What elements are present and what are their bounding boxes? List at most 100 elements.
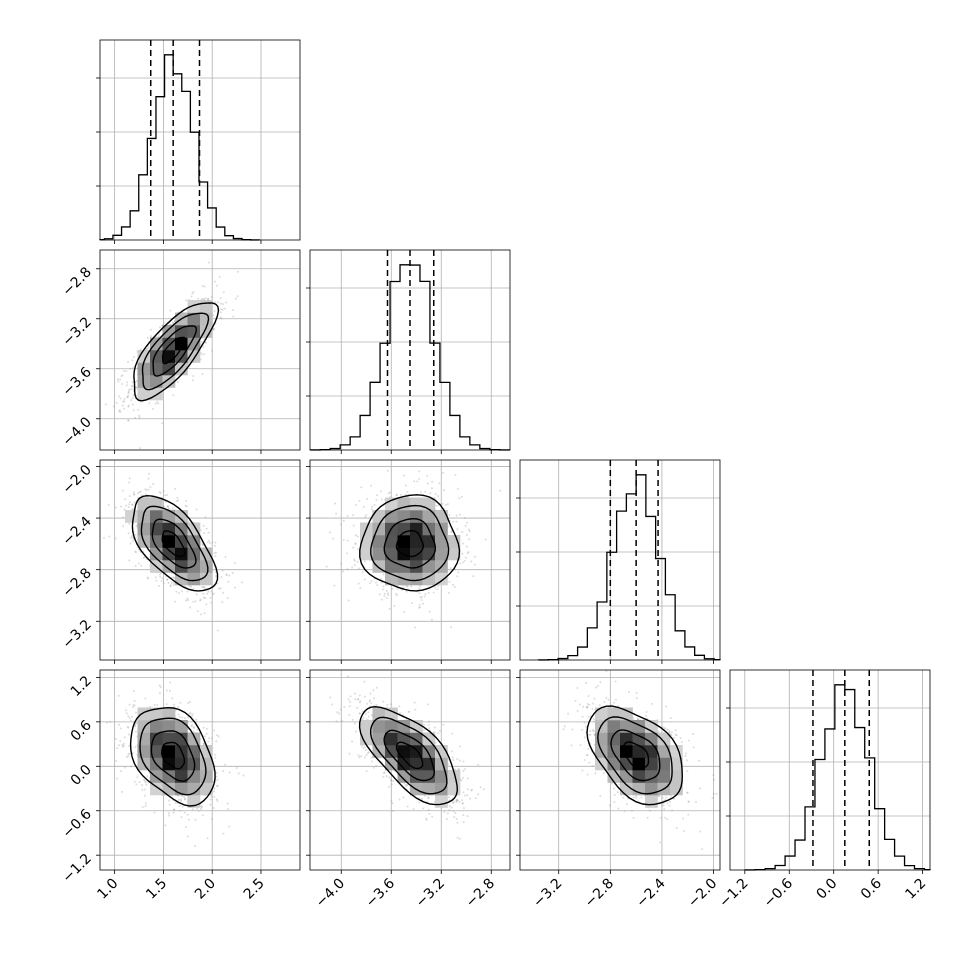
scatter-point	[354, 698, 357, 701]
scatter-point	[436, 588, 439, 591]
scatter-point	[389, 491, 392, 494]
scatter-point	[426, 482, 429, 485]
y-tick-label: −3.2	[59, 617, 94, 652]
scatter-point	[445, 504, 448, 507]
scatter-point	[211, 541, 214, 544]
scatter-point	[334, 502, 337, 505]
scatter-point	[177, 705, 180, 708]
scatter-point	[123, 397, 126, 400]
contour-level-1	[161, 741, 186, 770]
scatter-point	[200, 806, 203, 809]
scatter-point	[131, 403, 134, 406]
contour-level-2	[151, 518, 197, 569]
scatter-point	[352, 546, 355, 549]
marginal-panel-1	[306, 249, 511, 454]
joint-panel-3-0: 1.0 1.5 2.0 2.5−1.2−0.60.00.61.2	[59, 669, 301, 903]
scatter-point	[192, 726, 195, 729]
density-cell	[150, 732, 163, 746]
scatter-point	[217, 735, 220, 738]
scatter-point	[202, 524, 205, 527]
scatter-point	[212, 806, 215, 809]
scatter-point	[127, 715, 130, 718]
scatter-point	[215, 798, 218, 801]
scatter-point	[147, 346, 150, 349]
panel-frame	[729, 669, 931, 871]
scatter-point	[202, 742, 205, 745]
scatter-point	[418, 603, 421, 606]
scatter-point	[420, 491, 423, 494]
scatter-point	[424, 593, 427, 596]
scatter-point	[382, 775, 385, 778]
scatter-point	[188, 712, 191, 715]
scatter-point	[124, 709, 127, 712]
marginal-panel-2	[516, 459, 721, 664]
scatter-point	[127, 419, 130, 422]
scatter-point	[133, 493, 136, 496]
scatter-point	[222, 832, 225, 835]
scatter-point	[209, 798, 212, 801]
scatter-point	[346, 568, 349, 571]
scatter-point	[122, 525, 125, 528]
scatter-point	[414, 626, 417, 629]
scatter-point	[428, 610, 431, 613]
scatter-point	[333, 584, 336, 587]
scatter-point	[363, 560, 366, 563]
scatter-point	[231, 572, 234, 575]
scatter-point	[433, 726, 436, 729]
scatter-point	[419, 585, 422, 588]
scatter-point	[138, 491, 141, 494]
scatter-point	[155, 579, 158, 582]
scatter-point	[447, 525, 450, 528]
scatter-point	[126, 396, 129, 399]
scatter-point	[463, 768, 466, 771]
scatter-point	[118, 395, 121, 398]
scatter-point	[128, 477, 131, 480]
density-cell	[137, 720, 151, 733]
scatter-point	[420, 596, 423, 599]
density-cell	[175, 522, 188, 536]
scatter-point	[422, 729, 425, 732]
scatter-point	[173, 703, 176, 706]
scatter-point	[128, 716, 131, 719]
scatter-point	[366, 497, 369, 500]
contour-level-3	[140, 505, 209, 582]
contour-level-4	[129, 706, 216, 807]
scatter-point	[472, 575, 475, 578]
scatter-point	[166, 493, 169, 496]
histogram-step	[744, 684, 931, 871]
scatter-point	[222, 291, 225, 294]
scatter-point	[147, 477, 150, 480]
scatter-point	[394, 592, 397, 595]
scatter-point	[237, 772, 240, 775]
histogram-step	[99, 54, 260, 241]
y-tick-label: −2.4	[59, 514, 94, 549]
scatter-point	[216, 784, 219, 787]
scatter-point	[157, 334, 160, 337]
scatter-point	[145, 783, 148, 786]
scatter-point	[141, 788, 144, 791]
scatter-point	[359, 586, 362, 589]
scatter-point	[353, 558, 356, 561]
scatter-point	[186, 597, 189, 600]
panel-frame	[99, 459, 301, 661]
scatter-point	[114, 737, 117, 740]
density-cell	[187, 770, 201, 783]
scatter-point	[179, 701, 182, 704]
scatter-point	[138, 780, 141, 783]
scatter-point	[133, 356, 136, 359]
scatter-point	[152, 483, 155, 486]
scatter-point	[137, 492, 140, 495]
contour-level-1	[395, 529, 425, 558]
scatter-point	[452, 583, 455, 586]
scatter-point	[131, 396, 134, 399]
scatter-point	[192, 727, 195, 730]
scatter-point	[146, 347, 149, 350]
density-cell	[410, 560, 423, 573]
scatter-point	[135, 722, 138, 725]
scatter-point	[132, 367, 135, 370]
scatter-point	[135, 379, 138, 382]
scatter-point	[128, 744, 131, 747]
scatter-point	[203, 285, 206, 288]
scatter-point	[155, 401, 158, 404]
scatter-point	[368, 582, 371, 585]
